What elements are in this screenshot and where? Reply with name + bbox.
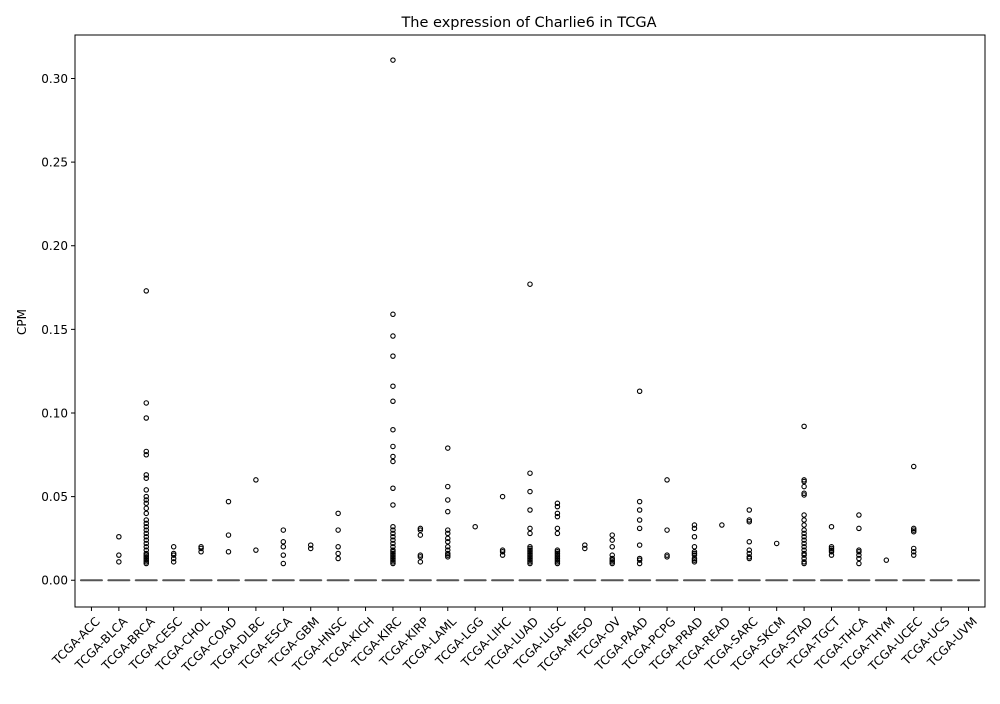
outlier-point [637, 508, 641, 512]
outlier-point [528, 282, 532, 286]
outlier-point [528, 471, 532, 475]
outlier-point [857, 526, 861, 530]
outlier-point [226, 499, 230, 503]
outlier-point [391, 454, 395, 458]
outlier-point [391, 399, 395, 403]
outlier-point [391, 428, 395, 432]
outlier-point [336, 545, 340, 549]
outlier-point [500, 494, 504, 498]
outlier-point [912, 464, 916, 468]
outlier-point [391, 312, 395, 316]
outlier-point [528, 526, 532, 530]
outlier-point [610, 538, 614, 542]
outlier-point [446, 509, 450, 513]
outlier-point [226, 533, 230, 537]
outlier-point [665, 528, 669, 532]
outlier-point [391, 354, 395, 358]
outlier-point [555, 526, 559, 530]
y-tick-label: 0.15 [41, 323, 68, 337]
y-tick-label: 0.20 [41, 239, 68, 253]
outlier-point [144, 289, 148, 293]
outlier-point [446, 446, 450, 450]
outlier-point [665, 478, 669, 482]
outlier-point [802, 424, 806, 428]
outlier-point [391, 444, 395, 448]
outlier-point [391, 384, 395, 388]
outlier-point [336, 528, 340, 532]
outlier-point [802, 523, 806, 527]
outlier-point [281, 528, 285, 532]
outlier-point [144, 401, 148, 405]
outlier-point [391, 486, 395, 490]
y-axis-label: CPM [15, 309, 29, 335]
y-tick-label: 0.30 [41, 72, 68, 86]
outlier-point [720, 523, 724, 527]
outlier-point [117, 553, 121, 557]
outlier-point [610, 533, 614, 537]
outlier-point [857, 513, 861, 517]
outlier-point [144, 416, 148, 420]
outlier-point [528, 531, 532, 535]
outlier-point [637, 543, 641, 547]
outlier-point [692, 545, 696, 549]
outlier-point [336, 556, 340, 560]
outlier-point [884, 558, 888, 562]
outlier-point [555, 531, 559, 535]
outlier-point [254, 478, 258, 482]
outlier-point [117, 535, 121, 539]
outlier-point [637, 499, 641, 503]
outlier-point [391, 334, 395, 338]
outlier-point [281, 561, 285, 565]
outlier-point [774, 541, 778, 545]
plot-marks: 0.000.050.100.150.200.250.30TCGA-ACCTCGA… [41, 58, 980, 676]
outlier-point [226, 550, 230, 554]
outlier-point [391, 459, 395, 463]
outlier-point [637, 526, 641, 530]
outlier-point [144, 506, 148, 510]
outlier-point [637, 389, 641, 393]
outlier-point [692, 535, 696, 539]
y-tick-label: 0.00 [41, 574, 68, 588]
outlier-point [446, 484, 450, 488]
outlier-point [144, 511, 148, 515]
outlier-point [610, 545, 614, 549]
chart-title: The expression of Charlie6 in TCGA [400, 15, 656, 31]
outlier-point [418, 560, 422, 564]
outlier-point [528, 489, 532, 493]
y-tick-label: 0.05 [41, 490, 68, 504]
outlier-point [391, 503, 395, 507]
outlier-point [528, 508, 532, 512]
outlier-point [802, 513, 806, 517]
outlier-point [117, 560, 121, 564]
outlier-point [747, 508, 751, 512]
outlier-point [802, 484, 806, 488]
outlier-point [802, 518, 806, 522]
outlier-point [418, 533, 422, 537]
outlier-point [144, 488, 148, 492]
y-tick-label: 0.10 [41, 406, 68, 420]
outlier-point [446, 498, 450, 502]
plot-area-frame [75, 35, 985, 607]
outlier-point [254, 548, 258, 552]
outlier-point [473, 525, 477, 529]
outlier-point [857, 561, 861, 565]
outlier-point [747, 540, 751, 544]
outlier-point [336, 511, 340, 515]
y-tick-label: 0.25 [41, 156, 68, 170]
outlier-point [637, 518, 641, 522]
outlier-point [281, 545, 285, 549]
outlier-point [391, 58, 395, 62]
outlier-point [281, 540, 285, 544]
outlier-point [171, 545, 175, 549]
outlier-point [336, 551, 340, 555]
outlier-point [281, 553, 285, 557]
outlier-point [829, 525, 833, 529]
